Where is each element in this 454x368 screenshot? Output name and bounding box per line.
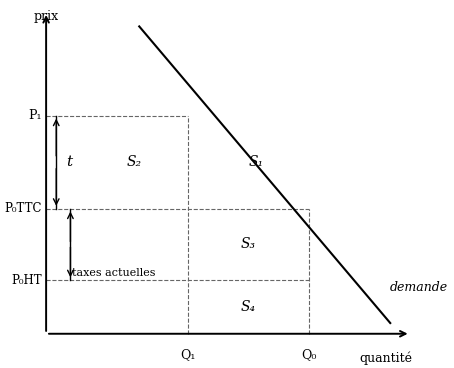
Text: S₄: S₄ (241, 300, 256, 314)
Text: P₀TTC: P₀TTC (5, 202, 42, 215)
Text: S₃: S₃ (241, 237, 256, 251)
Text: P₀HT: P₀HT (11, 274, 42, 287)
Text: Q₁: Q₁ (180, 348, 196, 361)
Text: t: t (66, 155, 73, 169)
Text: Q₀: Q₀ (301, 348, 317, 361)
Text: S₁: S₁ (249, 155, 264, 169)
Text: P₁: P₁ (29, 109, 42, 122)
Text: demande: demande (390, 281, 449, 294)
Text: quantité: quantité (360, 352, 413, 365)
Text: S₂: S₂ (127, 155, 142, 169)
Text: prix: prix (34, 10, 59, 23)
Text: taxes actuelles: taxes actuelles (73, 268, 156, 278)
